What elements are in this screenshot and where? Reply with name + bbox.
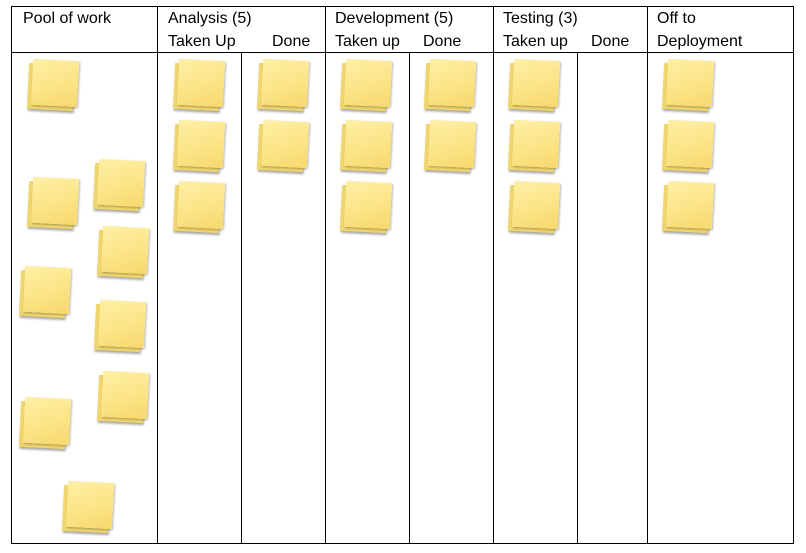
column-divider	[493, 7, 494, 543]
sticky-note[interactable]	[61, 480, 115, 534]
analysis-column-title: Analysis (5)	[168, 10, 252, 27]
sticky-note[interactable]	[339, 119, 393, 173]
sticky-note[interactable]	[661, 119, 715, 173]
column-divider	[647, 7, 648, 543]
sticky-note[interactable]	[423, 58, 477, 112]
header-divider	[12, 52, 793, 53]
column-divider	[157, 7, 158, 543]
sticky-note[interactable]	[96, 225, 150, 279]
sticky-note[interactable]	[92, 158, 146, 212]
sticky-note[interactable]	[661, 58, 715, 112]
sticky-note[interactable]	[339, 180, 393, 234]
sticky-note[interactable]	[96, 370, 150, 424]
development-done-label: Done	[423, 33, 462, 50]
deployment-column-title-line2: Deployment	[657, 33, 743, 50]
sticky-note[interactable]	[661, 180, 715, 234]
sticky-note[interactable]	[423, 119, 477, 173]
testing-taken-up-label: Taken up	[503, 33, 568, 50]
sticky-note[interactable]	[256, 58, 310, 112]
sticky-note[interactable]	[507, 180, 561, 234]
analysis-taken-up-label: Taken Up	[168, 33, 236, 50]
sticky-note[interactable]	[26, 176, 80, 230]
sticky-note[interactable]	[93, 299, 147, 353]
testing-column-title: Testing (3)	[503, 10, 578, 27]
sticky-note[interactable]	[18, 265, 72, 319]
sticky-note[interactable]	[507, 119, 561, 173]
sticky-note[interactable]	[256, 119, 310, 173]
kanban-board: Pool of work Analysis (5) Taken Up Done …	[11, 6, 794, 544]
analysis-done-label: Done	[272, 33, 311, 50]
subcolumn-divider	[241, 52, 242, 543]
column-divider	[325, 7, 326, 543]
development-column-title: Development (5)	[335, 10, 454, 27]
sticky-note[interactable]	[339, 58, 393, 112]
sticky-note[interactable]	[18, 396, 72, 450]
deployment-column-title-line1: Off to	[657, 10, 696, 27]
subcolumn-divider	[577, 52, 578, 543]
pool-column-title: Pool of work	[23, 10, 112, 27]
sticky-note[interactable]	[507, 58, 561, 112]
sticky-note[interactable]	[172, 119, 226, 173]
sticky-note[interactable]	[172, 180, 226, 234]
testing-done-label: Done	[591, 33, 630, 50]
development-taken-up-label: Taken up	[335, 33, 400, 50]
sticky-note[interactable]	[26, 58, 80, 112]
subcolumn-divider	[409, 52, 410, 543]
sticky-note[interactable]	[172, 58, 226, 112]
